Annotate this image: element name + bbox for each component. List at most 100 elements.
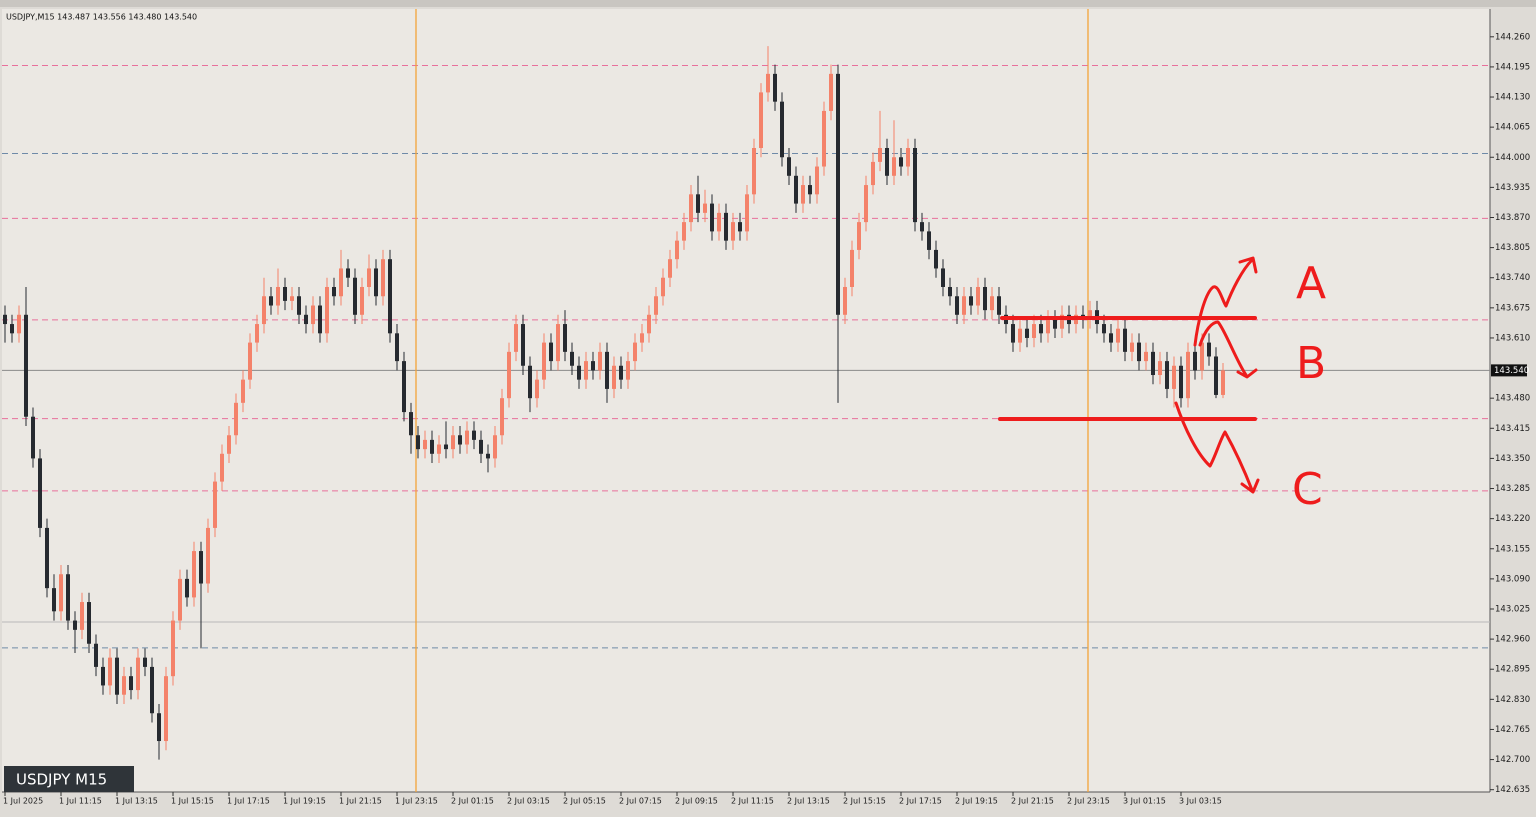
candle-body xyxy=(1172,365,1176,389)
y-tick-label: 143.610 xyxy=(1495,333,1530,343)
candle-body xyxy=(535,379,539,399)
candle-body xyxy=(283,286,287,301)
y-tick-label: 143.220 xyxy=(1495,514,1530,524)
candle-body xyxy=(878,147,882,162)
x-tick-label: 1 Jul 19:15 xyxy=(283,797,326,806)
candle-body xyxy=(479,439,483,454)
candle-body xyxy=(325,286,329,334)
candle-body xyxy=(1179,365,1183,399)
candle-body xyxy=(115,657,119,695)
toolbar-strip xyxy=(0,0,1536,7)
candle-body xyxy=(248,342,252,380)
candle-body xyxy=(969,296,973,306)
y-tick-label: 144.260 xyxy=(1495,32,1530,42)
y-tick-label: 143.740 xyxy=(1495,273,1530,283)
candle-body xyxy=(220,453,224,482)
candle-body xyxy=(493,435,497,459)
candle-body xyxy=(423,439,427,450)
candle-body xyxy=(227,435,231,454)
candle-body xyxy=(122,676,126,695)
candle-body xyxy=(437,444,441,454)
candle-body xyxy=(934,249,938,269)
candle-body xyxy=(668,259,672,278)
candle-body xyxy=(976,286,980,306)
candle-body xyxy=(346,268,350,278)
candle-body xyxy=(1207,342,1211,357)
x-tick-label: 1 Jul 13:15 xyxy=(115,797,158,806)
candle-body xyxy=(304,314,308,325)
candle-body xyxy=(927,231,931,250)
candle-body xyxy=(850,249,854,287)
candle-body xyxy=(885,147,889,176)
candle-body xyxy=(556,324,560,362)
x-tick-label: 2 Jul 09:15 xyxy=(675,797,718,806)
symbol-header: USDJPY,M15 143.487 143.556 143.480 143.5… xyxy=(6,13,197,22)
candle-body xyxy=(913,147,917,223)
candle-body xyxy=(717,212,721,232)
candle-body xyxy=(514,324,518,352)
candle-body xyxy=(962,296,966,315)
levels xyxy=(2,65,1490,649)
x-tick-label: 1 Jul 23:15 xyxy=(395,797,438,806)
candle-body xyxy=(1116,328,1120,343)
candle-body xyxy=(24,314,28,417)
candle-body xyxy=(318,305,322,334)
annotation-label: C xyxy=(1292,464,1323,515)
candle-body xyxy=(157,713,161,742)
candle-body xyxy=(1165,361,1169,389)
candle-body xyxy=(829,73,833,111)
candle-body xyxy=(297,296,301,315)
candle-body xyxy=(710,203,714,232)
candle-body xyxy=(731,222,735,241)
candle-body xyxy=(899,157,903,167)
candle-body xyxy=(1123,328,1127,352)
candle-body xyxy=(528,365,532,399)
y-tick-label: 144.130 xyxy=(1495,93,1530,103)
candle-body xyxy=(430,439,434,454)
candle-body xyxy=(794,175,798,204)
x-tick-label: 2 Jul 01:15 xyxy=(451,797,494,806)
candle-body xyxy=(192,551,196,598)
candle-body xyxy=(1053,319,1057,329)
candle-body xyxy=(815,166,819,195)
candle-body xyxy=(605,351,609,389)
candle-body xyxy=(843,286,847,315)
x-tick-label: 1 Jul 2025 xyxy=(3,797,43,806)
candle-body xyxy=(269,296,273,306)
candle-body xyxy=(654,296,658,315)
drawn-annotations xyxy=(998,256,1260,494)
candle-body xyxy=(199,551,203,584)
candle-body xyxy=(507,351,511,399)
y-tick-label: 143.870 xyxy=(1495,213,1530,223)
candle-body xyxy=(997,296,1001,315)
candle-body xyxy=(1039,324,1043,334)
candle-body xyxy=(549,342,553,362)
candle-body xyxy=(367,268,371,287)
x-tick-label: 1 Jul 17:15 xyxy=(227,797,270,806)
candle-body xyxy=(10,324,14,334)
candle-body xyxy=(682,222,686,241)
candle-body xyxy=(612,365,616,389)
arrow-a xyxy=(1193,256,1258,347)
candle-body xyxy=(409,412,413,436)
candle-body xyxy=(101,666,105,686)
candle-body xyxy=(402,361,406,413)
candle-body xyxy=(1011,324,1015,343)
symbol-badge xyxy=(4,766,134,792)
price-axis: 144.260 144.195 144.130 144.065 144.000 143.9… xyxy=(3,32,1530,805)
candle-body xyxy=(948,286,952,297)
candle-body xyxy=(577,365,581,380)
candle-body xyxy=(745,194,749,232)
y-tick-label: 142.830 xyxy=(1495,695,1530,705)
candle-body xyxy=(1102,324,1106,334)
candle-body xyxy=(262,296,266,325)
candle-body xyxy=(675,240,679,260)
y-tick-label: 143.935 xyxy=(1495,183,1530,193)
y-tick-label: 144.000 xyxy=(1495,153,1530,163)
candle-body xyxy=(752,147,756,195)
candle-body xyxy=(150,666,154,714)
x-tick-label: 2 Jul 19:15 xyxy=(955,797,998,806)
candle-body xyxy=(164,676,168,742)
y-tick-label: 143.155 xyxy=(1495,544,1530,554)
candle-body xyxy=(255,324,259,343)
